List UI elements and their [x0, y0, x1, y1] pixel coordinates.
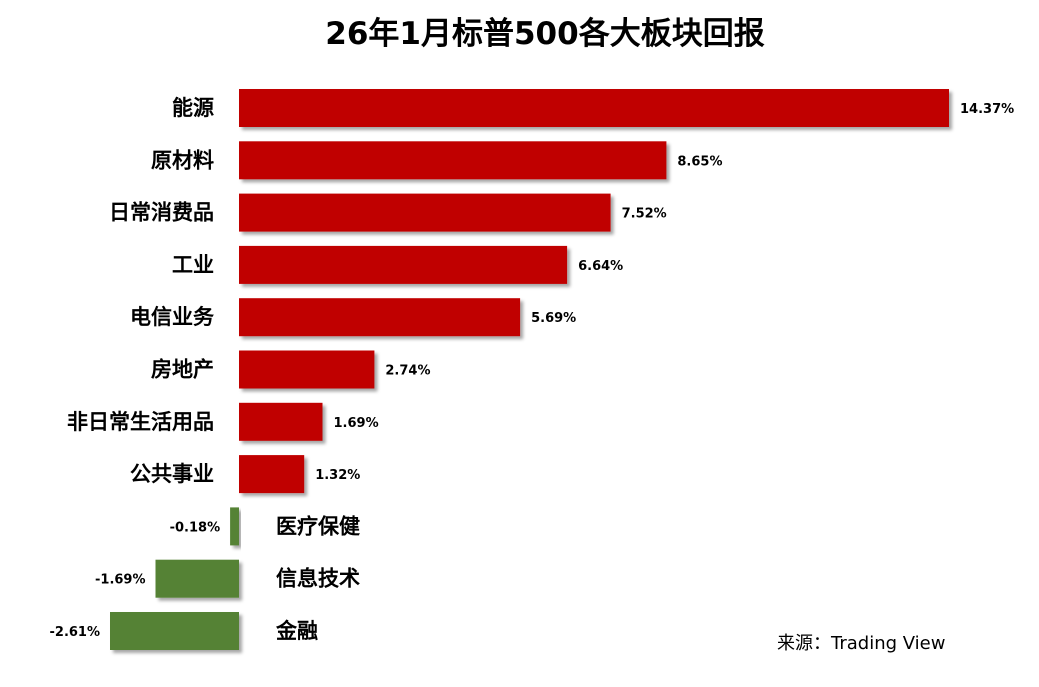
bar-6 [239, 402, 323, 441]
category-label-1: 原材料 [151, 148, 214, 172]
bar-3 [239, 245, 568, 284]
category-label-7: 公共事业 [130, 462, 214, 486]
category-label-4: 电信业务 [130, 305, 215, 329]
bar-2 [239, 193, 611, 232]
category-label-6: 非日常生活用品 [67, 410, 214, 434]
category-label-8: 医疗保健 [276, 514, 360, 538]
value-label-2: 7.52% [622, 207, 667, 222]
bar-7 [239, 455, 305, 494]
value-label-4: 5.69% [531, 311, 576, 326]
category-label-5: 房地产 [151, 358, 214, 382]
value-label-1: 8.65% [677, 154, 722, 169]
category-label-2: 日常消费品 [109, 201, 214, 225]
bar-1 [239, 141, 667, 180]
value-label-3: 6.64% [578, 259, 623, 274]
bar-0 [239, 89, 949, 127]
chart-title: 26年1月标普500各大板块回报 [325, 16, 764, 52]
bar-5 [239, 350, 375, 389]
value-label-7: 1.32% [315, 468, 360, 483]
category-label-9: 信息技术 [276, 567, 360, 591]
bar-4 [239, 298, 521, 337]
labels-layer: 14.37% 能源 8.65% 原材料 7.52% 日常消费品 6.64% 工业 5.69% 电信… [50, 96, 1015, 643]
bar-8 [230, 507, 239, 546]
value-label-0: 14.37% [960, 102, 1014, 117]
category-label-0: 能源 [172, 96, 214, 120]
bar-10 [110, 612, 239, 650]
category-label-3: 工业 [172, 253, 214, 277]
value-label-8: -0.18% [170, 520, 221, 535]
value-label-6: 1.69% [334, 416, 379, 431]
value-label-10: -2.61% [50, 625, 101, 640]
value-label-9: -1.69% [95, 573, 146, 588]
bar-9 [155, 559, 239, 598]
category-label-10: 金融 [275, 619, 318, 643]
value-label-5: 2.74% [385, 364, 430, 379]
bars-layer [110, 89, 949, 650]
source-note: 来源：Trading View [777, 633, 945, 654]
